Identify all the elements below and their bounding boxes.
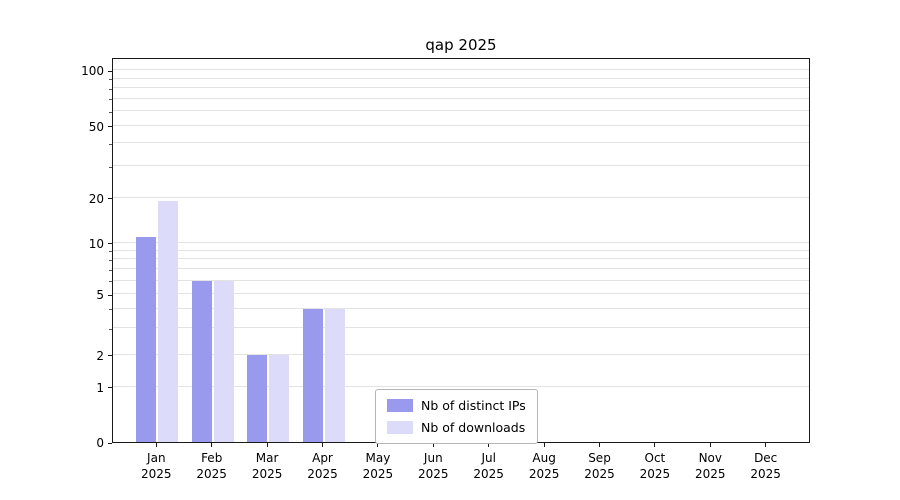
y-minor-tick-mark	[109, 99, 112, 101]
y-tick-label: 0	[96, 436, 104, 450]
legend-item: Nb of downloads	[387, 420, 526, 435]
y-tick-mark	[108, 387, 112, 389]
bar-distinct-ips	[136, 236, 157, 442]
x-tick-label: Nov 2025	[695, 451, 726, 481]
gridline	[113, 87, 809, 89]
gridline	[113, 307, 809, 309]
y-tick-label: 2	[96, 348, 104, 363]
bar-distinct-ips	[247, 355, 268, 442]
y-tick-label: 5	[96, 288, 104, 303]
plot-area: Nb of distinct IPs Nb of downloads	[112, 58, 810, 444]
gridline	[113, 77, 809, 79]
x-tick-mark	[155, 443, 157, 447]
bar-downloads	[213, 280, 234, 442]
x-tick-mark	[432, 443, 434, 447]
gridline	[113, 249, 809, 251]
x-tick-label: Mar 2025	[251, 451, 283, 481]
x-tick-label: Oct 2025	[639, 451, 671, 481]
x-tick-label: Sep 2025	[584, 451, 615, 481]
y-tick-label: 20	[88, 191, 104, 206]
gridline	[113, 327, 809, 329]
bar-distinct-ips	[191, 280, 212, 442]
y-tick-mark	[108, 355, 112, 357]
gridline	[113, 279, 809, 281]
x-tick-mark	[709, 443, 711, 447]
gridline	[113, 124, 809, 126]
x-tick-label: Jun 2025	[418, 451, 449, 481]
gridline	[113, 268, 809, 270]
gridline	[113, 165, 809, 167]
y-minor-tick-mark	[109, 259, 112, 261]
y-minor-tick-mark	[109, 88, 112, 90]
gridline	[113, 241, 809, 243]
y-tick-mark	[108, 294, 112, 296]
x-tick-label: Feb 2025	[196, 451, 227, 481]
x-tick-mark	[543, 443, 545, 447]
y-tick-label: 1	[96, 380, 104, 395]
bar-downloads	[158, 201, 179, 442]
legend-swatch	[387, 399, 413, 412]
x-tick-label: Jan 2025	[141, 451, 172, 481]
bars-layer	[113, 59, 809, 442]
gridlines-layer	[113, 59, 809, 442]
x-tick-mark	[377, 443, 379, 447]
x-tick-mark	[488, 443, 490, 447]
y-minor-tick-mark	[109, 111, 112, 113]
y-minor-tick-mark	[109, 251, 112, 253]
y-tick-mark	[108, 442, 112, 444]
bar-distinct-ips	[302, 308, 323, 442]
gridline	[113, 258, 809, 260]
x-tick-label: Dec 2025	[750, 451, 781, 481]
x-tick-label: May 2025	[362, 451, 394, 481]
y-minor-tick-mark	[109, 269, 112, 271]
gridline	[113, 293, 809, 295]
legend-label: Nb of downloads	[421, 420, 526, 435]
gridline	[113, 110, 809, 112]
gridline	[113, 196, 809, 198]
gridline	[113, 69, 809, 71]
y-tick-mark	[108, 243, 112, 245]
bar-downloads	[324, 308, 345, 442]
chart-title: qap 2025	[425, 36, 497, 54]
x-tick-mark	[765, 443, 767, 447]
x-tick-label: Apr 2025	[307, 451, 338, 481]
y-tick-mark	[108, 198, 112, 200]
y-minor-tick-mark	[109, 166, 112, 168]
x-tick-mark	[599, 443, 600, 447]
x-tick-label: Jul 2025	[473, 451, 504, 481]
legend-label: Nb of distinct IPs	[421, 398, 526, 413]
y-tick-mark	[108, 70, 112, 72]
legend-item: Nb of distinct IPs	[387, 398, 526, 413]
y-minor-tick-mark	[109, 143, 112, 145]
y-minor-tick-mark	[109, 328, 112, 330]
y-tick-label: 100	[81, 64, 104, 79]
x-tick-mark	[322, 443, 323, 447]
gridline	[113, 142, 809, 144]
legend: Nb of distinct IPs Nb of downloads	[375, 389, 538, 444]
legend-swatch	[387, 421, 413, 434]
bar-downloads	[269, 355, 290, 442]
x-tick-mark	[211, 443, 213, 447]
y-tick-mark	[108, 126, 112, 128]
x-tick-label: Aug 2025	[528, 451, 560, 481]
x-tick-mark	[266, 443, 268, 447]
y-tick-label: 50	[88, 119, 104, 134]
y-minor-tick-mark	[109, 281, 112, 283]
y-tick-label: 10	[88, 236, 104, 251]
y-minor-tick-mark	[109, 309, 112, 311]
gridline	[113, 385, 809, 387]
y-minor-tick-mark	[109, 79, 112, 81]
gridline	[113, 97, 809, 99]
gridline	[113, 354, 809, 355]
x-tick-mark	[654, 443, 656, 447]
